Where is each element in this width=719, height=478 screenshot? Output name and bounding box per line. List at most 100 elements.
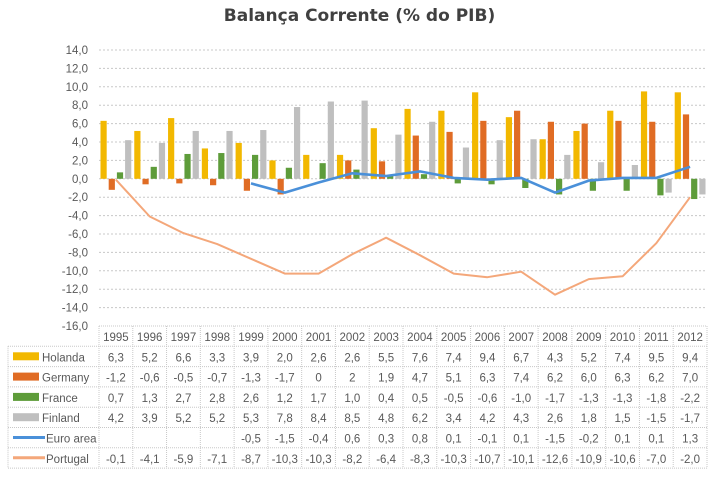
table-cell: 0,8 [412,434,428,446]
table-cell: 1,5 [615,413,631,425]
table-cell: 7,4 [446,352,463,364]
bar-holanda [404,108,411,179]
table-cell: 7,0 [682,373,698,385]
bar-finland [158,142,166,179]
y-tick-label: 6,0 [72,119,88,131]
table-cell: -0,6 [140,373,160,385]
bar-france [218,153,225,179]
y-tick-label: -2,0 [68,192,88,204]
table-cell: -0,5 [444,393,464,405]
table-cell: 7,8 [277,413,293,425]
table-cell: 7,4 [615,352,632,364]
table-cell: -10,7 [474,454,500,466]
bar-holanda [303,154,310,179]
legend-label-germany: Germany [42,373,90,385]
table-header-year: 1999 [238,332,264,344]
table-cell: -0,4 [309,434,329,446]
y-tick-label: 0,0 [72,174,88,186]
bar-holanda [539,139,546,179]
legend-key-france [13,392,39,401]
table-cell: 7,4 [513,373,530,385]
table-cell: -10,3 [441,454,467,466]
table-header-year: 2012 [677,332,703,344]
bar-france [556,178,563,195]
table-cell: 8,4 [311,413,328,425]
table-cell: -1,0 [511,393,531,405]
table-cell: 6,2 [648,373,664,385]
table-cell: 1,2 [277,393,293,405]
table-cell: -0,5 [241,434,261,446]
bar-france [623,178,630,191]
bar-france [454,178,461,184]
bar-holanda [505,117,513,179]
table-cell: 5,5 [378,352,394,364]
table-cell: -10,9 [576,454,602,466]
table-cell: 5,1 [446,373,462,385]
table-cell: -1,3 [241,373,261,385]
bar-holanda [269,160,276,179]
bar-holanda [201,148,209,179]
table-cell: -8,2 [342,454,362,466]
table-cell: 9,5 [648,352,664,364]
legend-key-finland [13,413,39,422]
bar-germany [682,114,690,179]
legend-key-holanda [13,352,39,361]
table-cell: -6,4 [376,454,396,466]
bar-france [488,178,495,185]
table-cell: -8,3 [410,454,430,466]
bar-holanda [640,91,648,179]
y-tick-label: 12,0 [66,63,88,75]
bar-germany [108,178,115,190]
bar-germany [277,178,284,195]
bar-france [150,166,157,179]
table-cell: -0,7 [207,373,227,385]
bar-germany [412,135,419,179]
table-cell: 1,0 [344,393,360,405]
legend-label-portugal: Portugal [46,454,89,466]
bar-holanda [370,128,377,179]
table-cell: 2,6 [243,393,259,405]
y-tick-label: -10,0 [62,266,88,278]
bar-holanda [472,92,479,179]
table-cell: 2,0 [277,352,293,364]
bar-france [691,178,698,200]
table-cell: 4,3 [547,352,563,364]
y-tick-label: -6,0 [68,229,88,241]
table-cell: 5,2 [142,352,158,364]
bar-series [100,91,706,200]
table-cell: 3,9 [142,413,158,425]
bar-finland [597,162,605,179]
table-cell: 5,2 [581,352,597,364]
bar-finland [665,178,672,193]
bar-holanda [336,154,344,179]
bar-germany [649,121,656,179]
bar-germany [480,120,487,179]
table-cell: 0,1 [513,434,529,446]
legend-label-finland: Finland [42,413,80,425]
table-cell: 1,7 [311,393,327,405]
y-tick-label: -14,0 [62,303,88,315]
bar-finland [564,154,571,179]
table-cell: 0,4 [378,393,395,405]
bar-finland [125,140,132,179]
y-tick-label: -8,0 [68,247,88,259]
table-cell: 1,3 [142,393,158,405]
bar-finland [395,134,402,179]
table-header-year: 2009 [576,332,602,344]
bar-holanda [100,120,107,179]
table-header-year: 1997 [171,332,197,344]
table-cell: 3,3 [209,352,225,364]
bar-holanda [674,92,681,179]
table-header-year: 2000 [272,332,298,344]
table-cell: 4,3 [513,413,529,425]
y-tick-label: 4,0 [72,137,88,149]
table-cell: 4,2 [108,413,124,425]
table-cell: -0,6 [478,393,498,405]
table-cell: 0,1 [615,434,631,446]
bar-france [116,172,124,179]
bar-germany [142,178,149,185]
table-cell: 6,0 [581,373,597,385]
table-cell: -7,0 [646,454,666,466]
bar-finland [361,100,368,179]
